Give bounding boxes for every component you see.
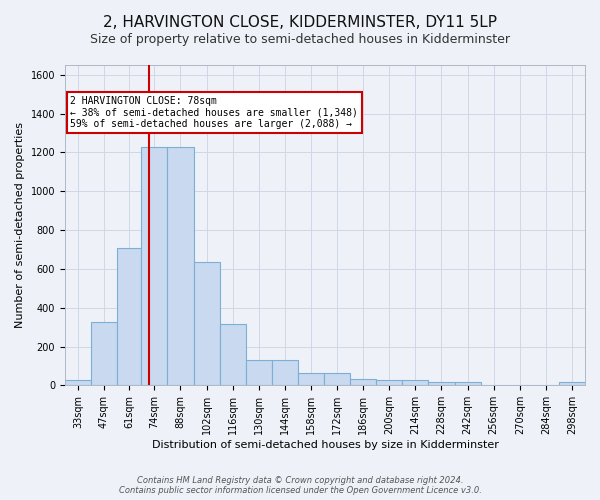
Bar [246, 360, 272, 386]
Bar [167, 146, 194, 386]
Bar [65, 380, 91, 386]
Text: Size of property relative to semi-detached houses in Kidderminster: Size of property relative to semi-detach… [90, 32, 510, 46]
Bar [142, 146, 167, 386]
Bar [117, 248, 142, 386]
Text: Contains HM Land Registry data © Crown copyright and database right 2024.
Contai: Contains HM Land Registry data © Crown c… [119, 476, 481, 495]
Bar [324, 372, 350, 386]
Text: 2 HARVINGTON CLOSE: 78sqm
← 38% of semi-detached houses are smaller (1,348)
59% : 2 HARVINGTON CLOSE: 78sqm ← 38% of semi-… [70, 96, 358, 130]
Text: 2, HARVINGTON CLOSE, KIDDERMINSTER, DY11 5LP: 2, HARVINGTON CLOSE, KIDDERMINSTER, DY11… [103, 15, 497, 30]
Bar [350, 378, 376, 386]
Bar [298, 372, 324, 386]
Bar [220, 324, 246, 386]
Bar [559, 382, 585, 386]
X-axis label: Distribution of semi-detached houses by size in Kidderminster: Distribution of semi-detached houses by … [152, 440, 499, 450]
Bar [455, 382, 481, 386]
Bar [272, 360, 298, 386]
Bar [376, 380, 403, 386]
Y-axis label: Number of semi-detached properties: Number of semi-detached properties [15, 122, 25, 328]
Bar [91, 322, 117, 386]
Bar [403, 380, 428, 386]
Bar [194, 262, 220, 386]
Bar [428, 382, 455, 386]
